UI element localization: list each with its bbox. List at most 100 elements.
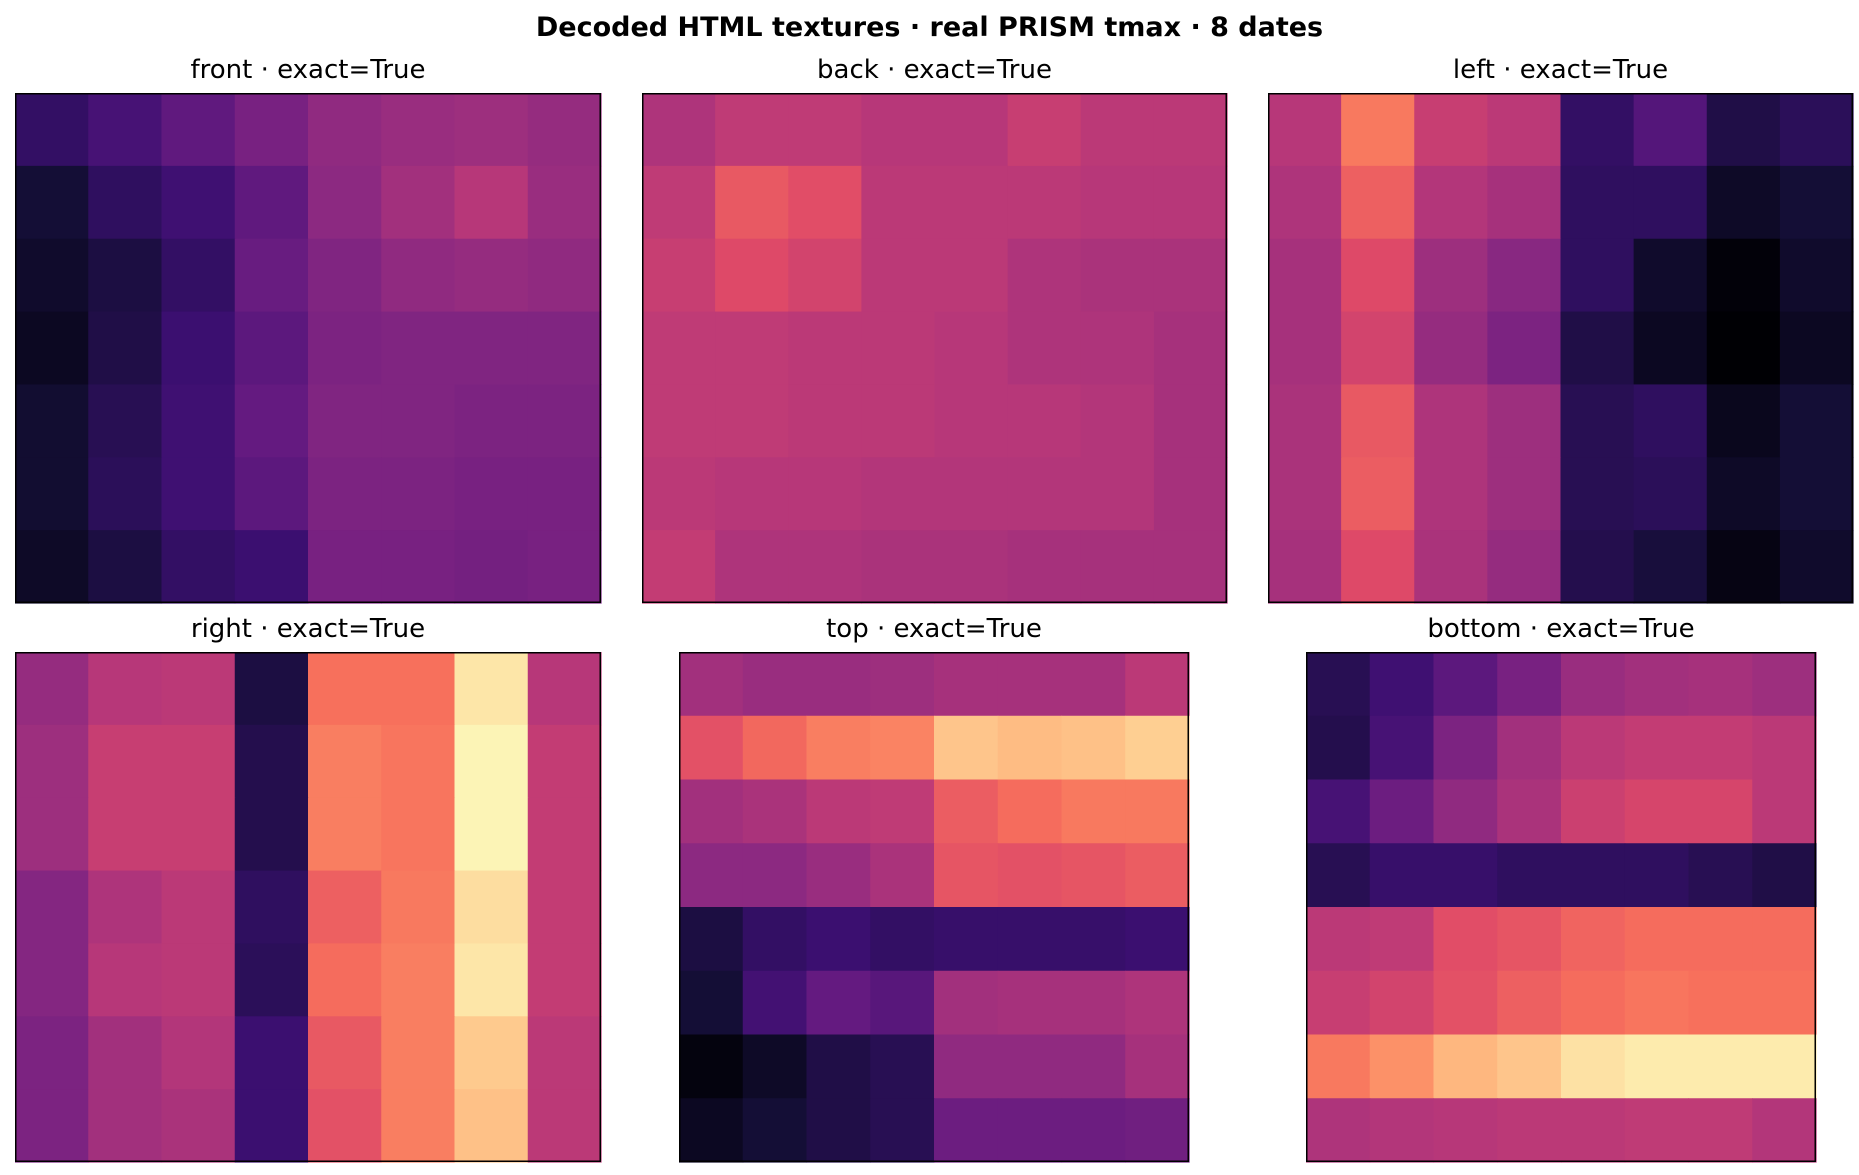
heatmap-cell xyxy=(1752,652,1817,717)
heatmap-cell xyxy=(1061,715,1126,781)
heatmap-cell xyxy=(870,652,935,717)
heatmap-cell xyxy=(527,238,602,313)
heatmap-cell xyxy=(1624,652,1690,717)
heatmap-cell xyxy=(1561,970,1626,1036)
heatmap-cell xyxy=(1433,907,1498,972)
heatmap-cell xyxy=(642,165,716,240)
heatmap-cell xyxy=(1560,238,1635,313)
heatmap-cell xyxy=(1633,238,1708,313)
heatmap-cell xyxy=(1433,715,1498,781)
axes-frame xyxy=(679,652,1189,1162)
heatmap-cell xyxy=(715,311,789,386)
heatmap-cell xyxy=(1561,652,1626,717)
panel-top: top · exact=True xyxy=(679,614,1190,1163)
heatmap-cell xyxy=(1007,238,1082,313)
heatmap-cell xyxy=(1414,165,1488,240)
heatmap-cell xyxy=(1268,384,1342,458)
heatmap-cell xyxy=(454,1089,529,1163)
axes-frame xyxy=(642,93,1227,603)
panel-title: left · exact=True xyxy=(1452,55,1669,85)
heatmap-cell xyxy=(15,457,89,531)
heatmap-cell xyxy=(997,779,1063,844)
axes-frame xyxy=(1306,652,1816,1162)
heatmap-cell xyxy=(788,238,862,313)
heatmap-cell xyxy=(1341,457,1415,531)
heatmap-cell xyxy=(1752,907,1817,972)
heatmap-cell xyxy=(527,797,602,872)
heatmap-cell xyxy=(1341,530,1415,604)
heatmap-cell xyxy=(88,530,163,604)
heatmap-back xyxy=(642,93,1228,604)
heatmap-cell xyxy=(454,1016,529,1090)
heatmap-cell xyxy=(381,1089,456,1163)
heatmap-cell xyxy=(1061,1034,1126,1099)
heatmap-cell xyxy=(1007,530,1082,604)
heatmap-cell xyxy=(1752,715,1817,781)
heatmap-cell xyxy=(454,652,529,726)
heatmap-cell xyxy=(308,943,382,1017)
heatmap-cell xyxy=(1560,384,1635,458)
heatmap-cell xyxy=(642,93,716,167)
heatmap-cell xyxy=(1369,907,1435,972)
heatmap-cell xyxy=(454,457,529,531)
heatmap-cell xyxy=(642,457,716,531)
heatmap-cell xyxy=(1341,311,1415,386)
heatmap-cell xyxy=(1080,93,1155,167)
heatmap-cell xyxy=(454,384,529,458)
heatmap-cell xyxy=(1688,1098,1753,1163)
heatmap-cell xyxy=(234,724,309,799)
heatmap-cell xyxy=(742,907,808,972)
heatmap-cell xyxy=(1779,457,1854,531)
heatmap-cell xyxy=(742,1034,808,1099)
heatmap-cell xyxy=(1080,384,1155,458)
heatmap-cell xyxy=(1433,1098,1498,1163)
heatmap-cell xyxy=(1268,165,1342,240)
heatmap-cell xyxy=(715,457,789,531)
heatmap-cell xyxy=(1268,530,1342,604)
heatmap-cell xyxy=(788,93,862,167)
heatmap-cell xyxy=(15,797,89,872)
heatmap-cell xyxy=(1752,970,1817,1036)
heatmap-cell xyxy=(161,384,236,458)
heatmap-cell xyxy=(527,457,602,531)
heatmap-cell xyxy=(1433,779,1498,844)
heatmap-cell xyxy=(1369,843,1435,908)
heatmap-cell xyxy=(381,311,456,386)
heatmap-cell xyxy=(1306,1034,1371,1099)
heatmap-cell xyxy=(161,238,236,313)
heatmap-cell xyxy=(788,530,862,604)
heatmap-cell xyxy=(1624,779,1690,844)
heatmap-cell xyxy=(1414,311,1488,386)
heatmap-cell xyxy=(1487,238,1562,313)
heatmap-cell xyxy=(527,165,602,240)
heatmap-cell xyxy=(454,93,529,167)
heatmap-cell xyxy=(742,652,808,717)
heatmap-cell xyxy=(1779,530,1854,604)
heatmap-cell xyxy=(1153,384,1228,458)
heatmap-cell xyxy=(997,715,1063,781)
heatmap-cell xyxy=(861,238,936,313)
heatmap-cell xyxy=(308,652,382,726)
heatmap-cell xyxy=(642,384,716,458)
heatmap-cell xyxy=(1561,715,1626,781)
heatmap-cell xyxy=(997,1098,1063,1163)
panel-right: right · exact=True xyxy=(15,614,602,1163)
heatmap-cell xyxy=(15,870,89,945)
heatmap-cell xyxy=(1624,1098,1690,1163)
heatmap-cell xyxy=(1779,384,1854,458)
heatmap-cell xyxy=(1268,93,1342,167)
heatmap-cell xyxy=(997,907,1063,972)
heatmap-cell xyxy=(1414,530,1488,604)
heatmap-cell xyxy=(1497,907,1562,972)
heatmap-cell xyxy=(870,1098,935,1163)
heatmap-cell xyxy=(1688,907,1753,972)
heatmap-cell xyxy=(1414,93,1488,167)
heatmap-cell xyxy=(1341,93,1415,167)
heatmap-cell xyxy=(870,1034,935,1099)
heatmap-cell xyxy=(1561,843,1626,908)
heatmap-cell xyxy=(861,165,936,240)
heatmap-cell xyxy=(454,943,529,1017)
heatmap-cell xyxy=(234,165,309,240)
heatmap-cell xyxy=(527,311,602,386)
